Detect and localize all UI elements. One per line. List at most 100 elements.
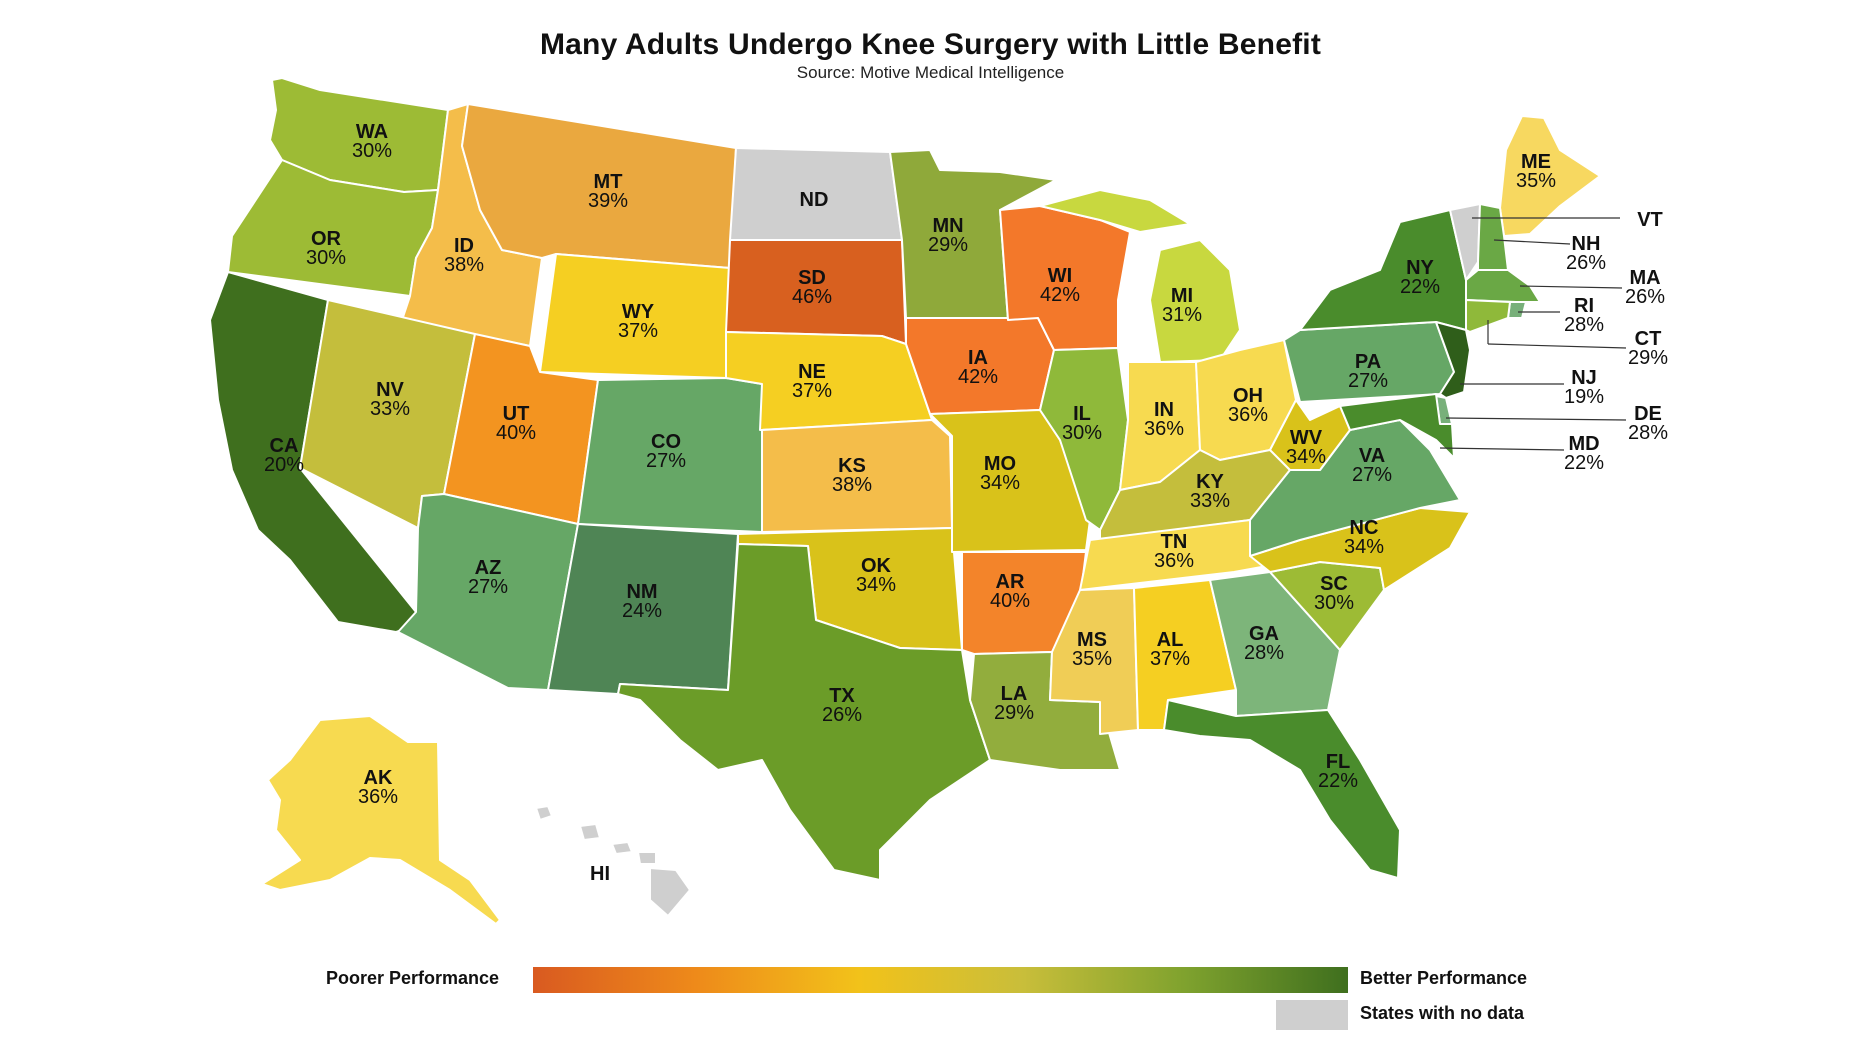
state-label-NC: NC [1350,517,1379,539]
state-value-WI: 42% [1040,284,1080,306]
state-label-OR: OR [311,228,342,250]
state-value-MI: 31% [1162,304,1202,326]
state-label-UT: UT [503,403,530,425]
state-value-IL: 30% [1062,422,1102,444]
state-value-NE: 37% [792,380,832,402]
state-value-MN: 29% [928,234,968,256]
leader-MA [1519,285,1623,289]
state-value-AK: 36% [358,786,398,808]
state-label-OK: OK [861,555,892,577]
state-label-WA: WA [356,121,388,143]
legend-better-label: Better Performance [1360,968,1528,988]
state-value-GA: 28% [1244,642,1284,664]
state-value-MD: 22% [1564,452,1604,474]
state-label-MA: MA [1629,267,1660,289]
state-label-NE: NE [798,361,826,383]
state-value-LA: 29% [994,702,1034,724]
state-value-AR: 40% [990,590,1030,612]
state-label-CT: CT [1635,328,1662,350]
state-value-AL: 37% [1150,648,1190,670]
state-value-NV: 33% [370,398,410,420]
state-label-ID: ID [454,235,474,257]
state-label-IA: IA [968,347,988,369]
state-label-AZ: AZ [475,557,502,579]
state-label-FL: FL [1326,751,1350,773]
state-label-MD: MD [1568,433,1599,455]
state-value-WY: 37% [618,320,658,342]
state-label-MI: MI [1171,285,1193,307]
leader-MD [1439,447,1565,451]
state-value-AZ: 27% [468,576,508,598]
state-value-SC: 30% [1314,592,1354,614]
state-MD[interactable] [1339,393,1455,459]
state-label-TN: TN [1161,531,1188,553]
state-label-ND: ND [800,189,829,211]
state-value-ID: 38% [444,254,484,276]
state-MI[interactable] [1039,189,1241,363]
state-label-AL: AL [1157,629,1184,651]
state-value-TX: 26% [822,704,862,726]
state-label-AK: AK [364,767,393,789]
state-CT[interactable] [1465,299,1511,333]
state-label-TX: TX [829,685,855,707]
state-MN[interactable] [889,149,1057,321]
state-value-WV: 34% [1286,446,1326,468]
state-label-SD: SD [798,267,826,289]
state-value-NC: 34% [1344,536,1384,558]
state-label-NJ: NJ [1571,367,1597,389]
state-value-CO: 27% [646,450,686,472]
state-value-NM: 24% [622,600,662,622]
state-TX[interactable] [617,543,991,881]
state-value-NH: 26% [1566,252,1606,274]
legend-poorer-label: Poorer Performance [326,968,500,988]
state-label-VA: VA [1359,445,1385,467]
state-value-RI: 28% [1564,314,1604,336]
state-value-VA: 27% [1352,464,1392,486]
state-value-NJ: 19% [1564,386,1604,408]
state-label-AR: AR [996,571,1025,593]
state-label-MO: MO [984,453,1016,475]
state-value-MA: 26% [1625,286,1665,308]
state-label-MS: MS [1077,629,1107,651]
state-value-WA: 30% [352,140,392,162]
state-NJ[interactable] [1435,321,1471,399]
legend-no-data-label: States with no data [1360,1003,1525,1023]
state-AK[interactable] [261,715,501,925]
state-value-FL: 22% [1318,770,1358,792]
state-value-UT: 40% [496,422,536,444]
state-label-SC: SC [1320,573,1348,595]
state-label-NV: NV [376,379,404,401]
state-value-KS: 38% [832,474,872,496]
state-value-OH: 36% [1228,404,1268,426]
leader-NH [1493,239,1571,245]
state-NY[interactable] [1299,209,1467,331]
state-value-SD: 46% [792,286,832,308]
state-FL[interactable] [1163,699,1401,879]
state-label-PA: PA [1355,351,1381,373]
state-ME[interactable] [1499,115,1601,237]
state-value-IA: 42% [958,366,998,388]
state-label-NY: NY [1406,257,1434,279]
state-label-GA: GA [1249,623,1279,645]
state-value-OK: 34% [856,574,896,596]
state-value-ME: 35% [1516,170,1556,192]
leader-CT2 [1487,343,1627,349]
state-value-MS: 35% [1072,648,1112,670]
state-label-MT: MT [594,171,623,193]
state-label-WI: WI [1048,265,1072,287]
state-value-OR: 30% [306,247,346,269]
state-label-ME: ME [1521,151,1551,173]
state-value-DE: 28% [1628,422,1668,444]
state-value-MO: 34% [980,472,1020,494]
state-label-OH: OH [1233,385,1263,407]
state-value-MT: 39% [588,190,628,212]
state-label-KS: KS [838,455,866,477]
state-value-TN: 36% [1154,550,1194,572]
chart-title: Many Adults Undergo Knee Surgery with Li… [539,28,1322,61]
state-HI[interactable] [535,805,691,917]
state-label-KY: KY [1196,471,1224,493]
state-label-HI: HI [590,863,610,885]
state-value-NY: 22% [1400,276,1440,298]
state-label-CA: CA [270,435,299,457]
